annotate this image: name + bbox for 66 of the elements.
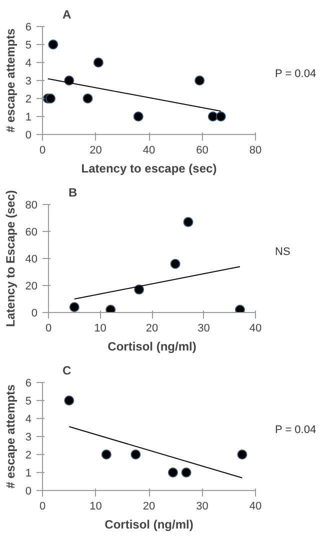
chart-title: B xyxy=(68,186,78,200)
point xyxy=(134,284,144,295)
x-tick-label: 40 xyxy=(249,322,262,334)
x-axis-title: Cortisol (ng/ml) xyxy=(108,340,196,354)
point xyxy=(133,112,144,122)
y-tick-label: 5 xyxy=(25,40,32,52)
x-tick-label: 30 xyxy=(196,500,208,512)
x-tick-label: 20 xyxy=(146,322,158,334)
point xyxy=(69,302,80,312)
y-tick-label: 4 xyxy=(25,414,32,426)
x-tick-label: 20 xyxy=(142,500,156,512)
point xyxy=(234,304,245,312)
x-axis-title: Latency to escape (sec) xyxy=(81,162,217,176)
x-tick-label: 30 xyxy=(198,322,210,334)
point xyxy=(208,112,218,122)
x-tick-label: 0 xyxy=(39,500,46,512)
y-tick-label: 2 xyxy=(25,94,32,106)
point xyxy=(48,40,58,50)
text: P = 0.04 xyxy=(275,423,316,438)
point xyxy=(183,217,194,228)
chart-title: A xyxy=(62,8,72,22)
y-tick-label: 2 xyxy=(25,450,32,462)
x-axis-title: Cortisol (ng/ml) xyxy=(104,518,194,532)
point xyxy=(237,450,248,460)
y-tick-label: 40 xyxy=(25,254,38,266)
y-tick-label: 1 xyxy=(25,468,32,480)
y-axis-title: Latency to Escape (sec) xyxy=(3,190,18,327)
y-tick-label: 5 xyxy=(25,396,32,408)
y-tick-label: 0 xyxy=(31,308,38,320)
y-tick-label: 0 xyxy=(25,486,32,498)
point xyxy=(168,468,178,478)
y-tick-label: 60 xyxy=(25,226,38,238)
point xyxy=(216,112,226,122)
y-axis-title: # escape attempts xyxy=(3,384,18,489)
text: P = 0.04 xyxy=(275,67,316,82)
point xyxy=(101,450,112,460)
y-tick-label: 6 xyxy=(25,378,32,390)
point xyxy=(82,94,93,104)
point xyxy=(106,304,116,312)
y-tick-label: 4 xyxy=(25,58,32,70)
chart-title: C xyxy=(62,364,72,378)
x-tick-label: 0 xyxy=(45,322,52,334)
x-tick-label: 60 xyxy=(196,144,208,156)
point xyxy=(64,396,74,406)
x-tick-label: 20 xyxy=(90,144,102,156)
y-axis-title: # escape attempts xyxy=(3,28,18,133)
x-tick-label: 80 xyxy=(249,144,262,156)
point xyxy=(45,94,56,104)
point xyxy=(181,468,192,478)
x-tick-label: 0 xyxy=(39,144,46,156)
point xyxy=(194,76,205,86)
point xyxy=(130,450,141,460)
text: NS xyxy=(275,245,290,260)
y-tick-label: 1 xyxy=(25,112,32,124)
x-tick-label: 10 xyxy=(94,322,106,334)
point xyxy=(93,58,104,68)
y-tick-label: 3 xyxy=(25,432,32,444)
x-tick-label: 40 xyxy=(142,144,156,156)
point xyxy=(170,258,180,269)
x-tick-label: 10 xyxy=(90,500,102,512)
x-tick-label: 40 xyxy=(249,500,262,512)
y-tick-label: 0 xyxy=(25,130,32,142)
y-tick-label: 80 xyxy=(25,200,38,212)
y-tick-label: 6 xyxy=(25,22,32,34)
y-tick-label: 20 xyxy=(25,280,38,292)
y-tick-label: 3 xyxy=(25,76,32,88)
